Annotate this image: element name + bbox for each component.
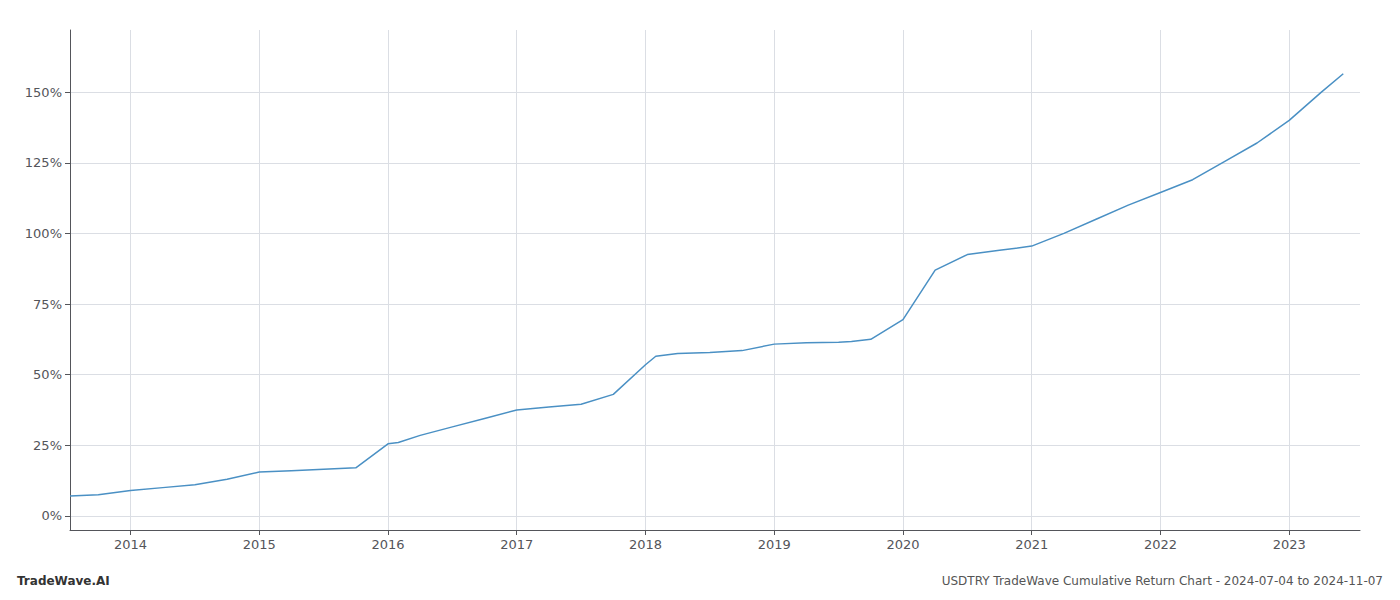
svg-text:2017: 2017 xyxy=(500,537,533,552)
svg-text:50%: 50% xyxy=(33,367,62,382)
svg-text:2018: 2018 xyxy=(629,537,662,552)
svg-text:USDTRY TradeWave Cumulative Re: USDTRY TradeWave Cumulative Return Chart… xyxy=(942,574,1383,588)
svg-text:2021: 2021 xyxy=(1015,537,1048,552)
svg-text:TradeWave.AI: TradeWave.AI xyxy=(17,574,110,588)
svg-text:150%: 150% xyxy=(25,85,62,100)
svg-text:2016: 2016 xyxy=(371,537,404,552)
svg-text:25%: 25% xyxy=(33,438,62,453)
svg-text:75%: 75% xyxy=(33,297,62,312)
svg-text:2019: 2019 xyxy=(758,537,791,552)
svg-text:2015: 2015 xyxy=(243,537,276,552)
svg-text:2014: 2014 xyxy=(114,537,147,552)
svg-text:125%: 125% xyxy=(25,155,62,170)
svg-text:2020: 2020 xyxy=(886,537,919,552)
svg-text:2023: 2023 xyxy=(1273,537,1306,552)
svg-text:100%: 100% xyxy=(25,226,62,241)
svg-text:2022: 2022 xyxy=(1144,537,1177,552)
svg-text:0%: 0% xyxy=(41,508,62,523)
